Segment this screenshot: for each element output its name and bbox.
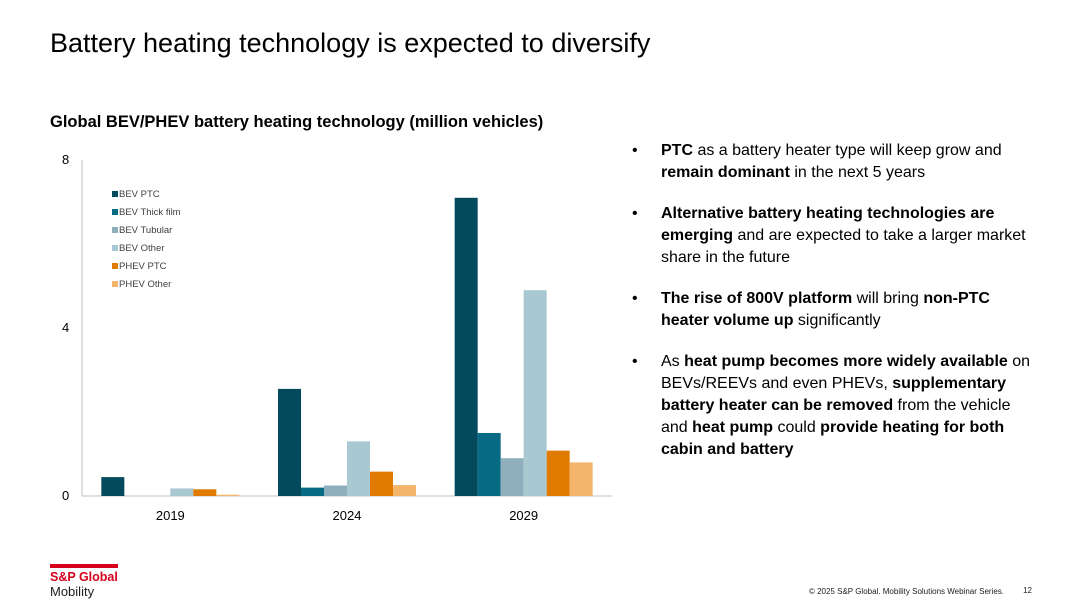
bullet-bold-text: remain dominant	[661, 164, 790, 181]
bar-phev-ptc-2029	[546, 450, 570, 496]
bar-phev-other-2019	[216, 494, 240, 496]
legend-label: BEV Other	[119, 243, 164, 254]
bullet-item: • Alternative battery heating technologie…	[628, 203, 1038, 269]
bullet-text: in the next 5 years	[789, 164, 926, 181]
bullet-dot-icon: •	[632, 290, 638, 307]
bullet-list: • PTC as a battery heater type will keep …	[628, 140, 1038, 480]
bullet-text: could	[773, 419, 821, 436]
bar-bev-other-2029	[523, 290, 547, 496]
legend-swatch	[112, 281, 118, 287]
legend-swatch	[112, 263, 118, 269]
bar-bev-other-2024	[347, 441, 370, 496]
bullet-text: from the vehicle and	[661, 397, 1011, 436]
legend-label: PHEV PTC	[119, 261, 167, 272]
bullet-bold-text: non-PTC heater volume up	[661, 290, 990, 329]
bar-bev-tubular-2029	[500, 458, 524, 496]
footer-copyright: © 2025 S&P Global. Mobility Solutions We…	[808, 587, 1004, 596]
bullet-dot-icon: •	[632, 142, 638, 159]
y-tick-label: 8	[62, 152, 69, 167]
bar-chart: 0 4 8 2019 2024 2029 BEV PTC BEV Thick film BEV …	[62, 152, 612, 523]
bullet-dot-icon: •	[632, 205, 638, 222]
legend-swatch	[112, 209, 118, 215]
bar-bev-ptc-2029	[454, 197, 478, 497]
bar-bev-thick-film-2024	[301, 487, 324, 496]
legend-label: BEV PTC	[119, 189, 160, 200]
bar-phev-ptc-2024	[370, 471, 393, 496]
y-tick-label: 4	[62, 320, 69, 335]
bullet-bold-text: heat pump	[692, 419, 774, 436]
bar-bev-tubular-2024	[324, 485, 347, 496]
chart-title: Global BEV/PHEV battery heating technolo…	[50, 113, 544, 131]
bullet-text: will bring	[852, 290, 924, 307]
bullet-text: significantly	[793, 312, 881, 329]
legend-swatch	[112, 245, 118, 251]
legend-label: BEV Tubular	[119, 225, 172, 236]
bullet-bold-text: Alternative battery heating technologies…	[661, 205, 995, 244]
slide-title: Battery heating technology is expected t…	[50, 28, 651, 58]
bullet-item: • The rise of 800V platform will bring no…	[628, 288, 1038, 332]
bar-bev-ptc-2019	[101, 477, 125, 496]
bullet-item: • PTC as a battery heater type will keep …	[628, 140, 1038, 184]
bullet-bold-text: PTC	[661, 142, 693, 159]
bullet-text: as a battery heater type will keep grow …	[693, 142, 1002, 159]
x-tick-label: 2029	[509, 508, 538, 523]
brand-sub: Mobility	[50, 584, 95, 599]
bullet-dot-icon: •	[632, 353, 638, 370]
page-number: 12	[1023, 586, 1032, 595]
brand-name: S&P Global	[50, 570, 118, 584]
bar-bev-ptc-2024	[278, 388, 301, 496]
brand-bar	[50, 564, 118, 568]
bar-bev-other-2019	[170, 488, 194, 496]
x-tick-label: 2024	[333, 508, 362, 523]
bullet-bold-text: provide heating for both cabin and batte…	[661, 419, 1005, 458]
bar-phev-other-2029	[569, 462, 593, 496]
legend-swatch	[112, 191, 118, 197]
x-tick-label: 2019	[156, 508, 185, 523]
bullet-bold-text: supplementary battery heater can be remo…	[661, 375, 1007, 414]
bar-phev-ptc-2019	[193, 489, 217, 496]
bullet-bold-text: The rise of 800V platform	[661, 290, 853, 307]
y-tick-label: 0	[62, 488, 69, 503]
legend-label: BEV Thick film	[119, 207, 181, 218]
bar-bev-thick-film-2029	[477, 433, 501, 496]
bullet-text: on BEVs/REEVs and even PHEVs,	[661, 353, 1031, 392]
bullet-text: As	[661, 353, 685, 370]
legend-swatch	[112, 227, 118, 233]
bullet-text: and are expected to take a larger market…	[661, 227, 1026, 266]
bullet-bold-text: heat pump becomes more widely available	[684, 353, 1008, 370]
legend-label: PHEV Other	[119, 279, 171, 290]
bar-phev-other-2024	[393, 485, 416, 496]
brand-logo: S&P Global Mobility	[50, 564, 118, 599]
bullet-item: • As heat pump becomes more widely availa…	[628, 351, 1038, 461]
